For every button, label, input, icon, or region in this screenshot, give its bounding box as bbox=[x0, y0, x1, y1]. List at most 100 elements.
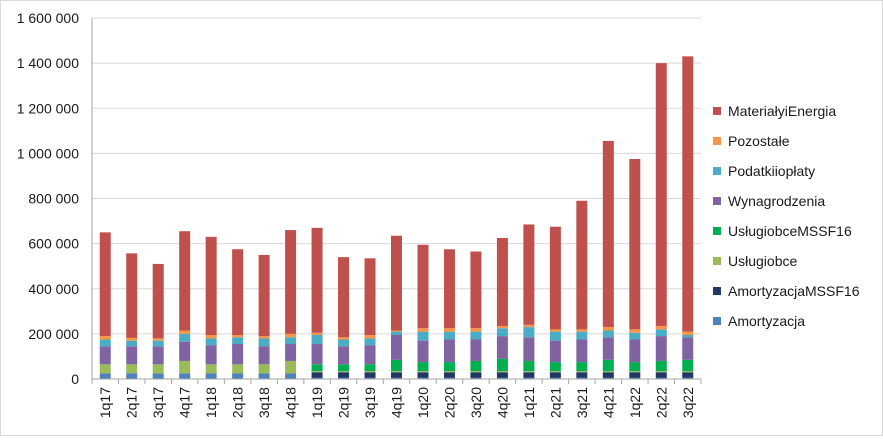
x-tick-label: 1q17 bbox=[97, 387, 113, 418]
bar-segment bbox=[549, 362, 561, 372]
bar-segment bbox=[655, 377, 667, 379]
bar-segment bbox=[470, 377, 482, 379]
bar-segment bbox=[443, 331, 455, 340]
x-tick-label: 3q18 bbox=[256, 387, 272, 418]
bar-segment bbox=[682, 56, 694, 332]
bar-segment bbox=[179, 231, 191, 331]
bar-segment bbox=[205, 236, 217, 336]
bar-segment bbox=[258, 338, 270, 347]
y-tick-label: 1 400 000 bbox=[17, 55, 79, 71]
bar-segment bbox=[496, 372, 508, 378]
legend-swatch bbox=[713, 227, 721, 235]
bar-segment bbox=[602, 359, 614, 372]
bar-segment bbox=[338, 339, 350, 347]
bar-segment bbox=[629, 329, 641, 333]
bar-segment bbox=[417, 244, 429, 329]
bar-segment bbox=[629, 332, 641, 340]
bar-segment bbox=[179, 341, 191, 361]
bar-segment bbox=[576, 339, 588, 363]
x-tick-label: 4q21 bbox=[600, 387, 616, 418]
bar-segment bbox=[364, 258, 376, 336]
bar-segment bbox=[417, 362, 429, 372]
bar-segment bbox=[549, 226, 561, 330]
bar-segment bbox=[152, 340, 164, 347]
x-tick-label: 2q18 bbox=[230, 387, 246, 418]
bar-segment bbox=[338, 364, 350, 372]
bar-segment bbox=[285, 360, 297, 374]
bar-segment bbox=[285, 344, 297, 361]
bar-segment bbox=[152, 338, 164, 341]
bar-segment bbox=[338, 371, 350, 373]
bar-segment bbox=[682, 372, 694, 378]
bar-segment bbox=[99, 232, 111, 337]
bar-segment bbox=[443, 328, 455, 332]
legend-swatch bbox=[713, 137, 721, 145]
bar-segment bbox=[629, 377, 641, 379]
bar-segment bbox=[391, 372, 402, 378]
legend-swatch bbox=[713, 107, 721, 115]
bar-segment bbox=[602, 377, 614, 379]
bar-segment bbox=[655, 360, 667, 372]
bar-segment bbox=[99, 364, 111, 374]
bar-segment bbox=[391, 377, 402, 379]
bar-segment bbox=[576, 200, 588, 330]
bar-segment bbox=[126, 340, 138, 347]
x-tick-label: 1q18 bbox=[203, 387, 219, 418]
bar-segment bbox=[655, 325, 667, 330]
bar-segment bbox=[576, 362, 588, 372]
legend-label: AmortyzacjaMSSF16 bbox=[728, 283, 860, 299]
bar-segment bbox=[258, 373, 270, 379]
bar-segment bbox=[417, 372, 429, 378]
bar-segment bbox=[417, 328, 429, 332]
bar-segment bbox=[417, 340, 429, 363]
bar-segment bbox=[576, 371, 588, 373]
bar-segment bbox=[629, 159, 641, 330]
bar-segment bbox=[232, 344, 244, 365]
bar-segment bbox=[629, 339, 641, 363]
bar-segment bbox=[179, 373, 191, 379]
bar-segment bbox=[285, 230, 297, 334]
legend-label: Podatkiiopłaty bbox=[728, 163, 815, 179]
x-tick-label: 3q20 bbox=[468, 387, 484, 418]
legend-label: Usługiobce bbox=[728, 253, 797, 269]
bar-segment bbox=[311, 332, 323, 336]
bar-segment bbox=[311, 227, 323, 333]
y-tick-label: 600 000 bbox=[28, 236, 79, 252]
bar-segment bbox=[391, 371, 402, 373]
bar-segment bbox=[602, 327, 614, 331]
bar-segment bbox=[364, 364, 376, 372]
x-tick-label: 1q22 bbox=[627, 387, 643, 418]
y-tick-label: 0 bbox=[71, 371, 79, 387]
bar-segment bbox=[549, 372, 561, 378]
bar-segment bbox=[152, 346, 164, 365]
x-tick-label: 4q19 bbox=[389, 387, 405, 418]
bar-segment bbox=[338, 372, 350, 378]
y-tick-label: 200 000 bbox=[28, 326, 79, 342]
x-tick-label: 4q20 bbox=[494, 387, 510, 418]
bar-segment bbox=[232, 337, 244, 345]
legend-swatch bbox=[713, 317, 721, 325]
x-tick-label: 3q19 bbox=[362, 387, 378, 418]
bar-segment bbox=[602, 330, 614, 338]
bar-segment bbox=[126, 364, 138, 374]
bar-segment bbox=[364, 377, 376, 379]
bar-segment bbox=[205, 335, 217, 339]
bar-segment bbox=[152, 373, 164, 379]
bar-segment bbox=[205, 338, 217, 346]
bar-segment bbox=[496, 237, 508, 326]
bar-segment bbox=[602, 337, 614, 360]
legend-label: Wynagrodzenia bbox=[728, 193, 825, 209]
bar-segment bbox=[205, 364, 217, 374]
bar-segment bbox=[232, 249, 244, 336]
bar-segment bbox=[391, 235, 402, 331]
bar-segment bbox=[443, 362, 455, 372]
bar-segment bbox=[311, 335, 323, 345]
bar-segment bbox=[126, 253, 138, 338]
bar-segment bbox=[99, 346, 111, 365]
bar-segment bbox=[391, 335, 402, 360]
bar-segment bbox=[496, 371, 508, 373]
x-tick-label: 2q19 bbox=[336, 387, 352, 418]
bar-segment bbox=[443, 372, 455, 378]
bar-segment bbox=[496, 358, 508, 372]
